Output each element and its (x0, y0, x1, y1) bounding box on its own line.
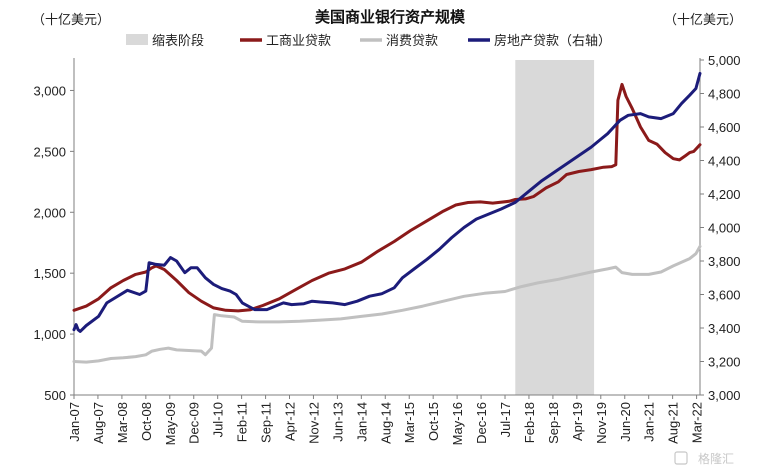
x-tick-label: Apr-19 (570, 402, 585, 441)
legend-swatch-band (126, 34, 148, 45)
x-tick-label: Dec-09 (187, 402, 202, 444)
right-tick-label: 4,400 (708, 154, 741, 169)
left-tick-label: 500 (44, 388, 66, 403)
x-tick-label: Aug-07 (91, 402, 106, 444)
x-tick-label: Nov-12 (306, 402, 321, 444)
x-tick-label: Apr-12 (283, 402, 298, 441)
right-axis-unit: （十亿美元） (664, 13, 742, 28)
legend-label: 工商业贷款 (266, 34, 331, 49)
shrink-band-0 (515, 60, 595, 395)
x-tick-label: Sep-11 (259, 402, 274, 443)
x-tick-label: Aug-21 (666, 402, 681, 444)
chart-title: 美国商业银行资产规模 (315, 8, 466, 26)
watermark-logo (674, 451, 688, 465)
legend: 缩表阶段 工商业贷款 消费贷款 房地产贷款（右轴） (126, 33, 611, 49)
legend-label: 房地产贷款（右轴） (494, 33, 611, 49)
x-tick-label: Jul-17 (498, 402, 513, 437)
x-tick-label: Jun-20 (618, 402, 633, 442)
x-tick-label: Jun-13 (330, 402, 345, 442)
x-tick-label: Oct-15 (426, 402, 441, 441)
right-tick-label: 3,400 (708, 321, 741, 336)
right-tick-label: 4,200 (708, 187, 741, 202)
x-tick-label: Sep-18 (546, 402, 561, 444)
x-tick-label: Jan-07 (67, 402, 82, 442)
x-tick-label: Mar-15 (402, 402, 417, 443)
right-tick-label: 4,000 (708, 221, 741, 236)
legend-label: 消费贷款 (386, 34, 438, 49)
x-tick-label: Mar-22 (690, 402, 705, 443)
right-tick-label: 4,800 (708, 87, 741, 102)
x-tick-label: May-09 (163, 402, 178, 445)
series-line-1 (72, 244, 702, 364)
x-tick-label: Aug-14 (378, 402, 393, 444)
left-tick-label: 2,500 (33, 144, 66, 159)
legend-label: 缩表阶段 (152, 33, 204, 49)
right-tick-label: 5,000 (708, 53, 741, 68)
right-tick-label: 3,000 (708, 388, 741, 403)
right-tick-label: 3,600 (708, 288, 741, 303)
x-tick-label: Feb-11 (235, 402, 250, 442)
right-tick-label: 3,800 (708, 254, 741, 269)
left-tick-label: 1,000 (33, 327, 66, 342)
x-tick-label: Oct-08 (139, 402, 154, 441)
left-axis-unit: （十亿美元） (32, 13, 110, 28)
left-tick-label: 3,000 (33, 83, 66, 98)
x-tick-label: Jan-21 (642, 402, 657, 442)
series-line-2 (72, 71, 702, 333)
x-tick-label: Jan-14 (354, 402, 369, 442)
x-tick-label: Jul-10 (211, 402, 226, 437)
x-tick-label: Feb-18 (522, 402, 537, 443)
watermark-text: 格隆汇 (698, 451, 734, 466)
x-tick-label: Dec-16 (474, 402, 489, 444)
tick-labels: 500 1,000 1,500 2,000 2,500 3,000 3,000 3,200 3,… (33, 53, 740, 445)
x-tick-label: May-16 (450, 402, 465, 445)
x-tick-label: Nov-19 (594, 402, 609, 444)
left-tick-label: 1,500 (33, 266, 66, 281)
left-tick-label: 2,000 (33, 205, 66, 220)
right-tick-label: 3,200 (708, 355, 741, 370)
right-tick-label: 4,600 (708, 120, 741, 135)
shrink-band-layer (515, 60, 595, 395)
x-tick-label: Mar-08 (115, 402, 130, 443)
axes (70, 58, 704, 399)
series-line-0 (72, 82, 702, 313)
series-layer (72, 71, 702, 364)
